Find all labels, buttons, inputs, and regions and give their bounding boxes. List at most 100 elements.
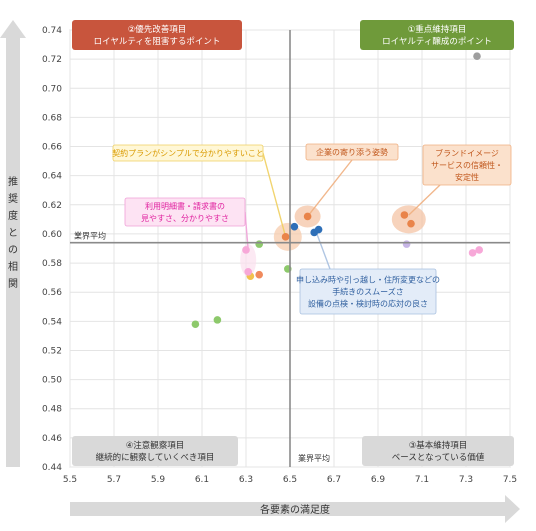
quadrant-subtitle: ロイヤルティ醸成のポイント — [382, 36, 492, 47]
quadrant-subtitle: 継続的に観察していくべき項目 — [96, 452, 215, 463]
quadrant-box — [362, 436, 514, 466]
annotation: 企業の寄り添う姿勢 — [305, 143, 399, 161]
data-point — [303, 212, 312, 221]
quadrant-box — [72, 436, 238, 466]
annotation-text: 設備の点検・検討時の応対の良さ — [308, 299, 428, 309]
y-axis-title-char: 関 — [8, 278, 18, 290]
y-tick-label: 0.74 — [42, 26, 62, 36]
data-point — [191, 320, 200, 329]
y-tick-label: 0.56 — [42, 288, 62, 298]
annotation-text: 見やすさ、分かりやすさ — [141, 214, 229, 223]
x-tick-label: 6.7 — [327, 475, 341, 485]
quadrant-subtitle: ベースとなっている価値 — [392, 452, 485, 463]
annotation-text: 企業の寄り添う姿勢 — [316, 147, 388, 157]
quadrant-subtitle: ロイヤルティを阻害するポイント — [94, 36, 221, 47]
data-point — [255, 270, 263, 279]
annotation-box — [112, 144, 264, 162]
y-axis-title-char: 度 — [8, 209, 18, 222]
y-tick-label: 0.46 — [42, 434, 62, 444]
x-tick-label: 5.5 — [63, 475, 77, 485]
quadrant-box — [360, 20, 514, 50]
annotation-connector — [315, 232, 331, 270]
x-axis-title: 各要素の満足度 — [260, 503, 330, 516]
x-tick-label: 6.5 — [283, 475, 297, 485]
annotations: 契約プランがシンプルで分かりやすいこと 企業の寄り添う姿勢 ブランドイメージサービス… — [112, 143, 512, 315]
y-tick-label: 0.48 — [42, 405, 62, 415]
data-point — [290, 222, 299, 231]
x-tick-label: 5.9 — [151, 475, 166, 485]
x-tick-label: 7.3 — [459, 475, 473, 485]
annotation-connector — [262, 152, 287, 238]
x-tick-label: 6.1 — [195, 475, 209, 485]
annotation-connector — [408, 184, 441, 216]
data-point — [242, 246, 250, 254]
y-axis-arrow — [0, 20, 26, 467]
data-point — [400, 211, 409, 219]
annotation-text: 申し込み時や引っ越し・住所変更などの — [296, 275, 440, 285]
annotation-connectors — [244, 152, 441, 270]
y-tick-label: 0.52 — [42, 346, 62, 356]
quadrant-title: ④注意観察項目 — [126, 440, 185, 451]
annotation-connector — [244, 211, 249, 251]
annotation-box — [124, 197, 246, 227]
x-tick-label: 7.5 — [503, 475, 517, 485]
annotation-text: 契約プランがシンプルで分かりやすいこと — [112, 148, 264, 158]
y-tick-label: 0.64 — [42, 172, 62, 182]
x-tick-label: 5.7 — [107, 475, 121, 485]
reference-label-x: 業界平均 — [298, 453, 330, 463]
y-tick-label: 0.68 — [42, 113, 62, 123]
data-point — [468, 249, 477, 257]
y-tick-label: 0.58 — [42, 259, 62, 269]
annotation-text: 手続きのスムーズさ — [332, 287, 404, 297]
data-point — [244, 268, 252, 276]
x-tick-label: 6.3 — [239, 475, 253, 485]
x-axis-arrow — [70, 495, 520, 523]
quadrant-box — [72, 20, 242, 50]
y-tick-label: 0.70 — [42, 84, 62, 94]
y-tick-label: 0.60 — [42, 230, 62, 240]
annotation-text: 利用明細書・請求書の — [145, 201, 225, 211]
data-point — [314, 225, 323, 234]
y-axis-title-char: 相 — [8, 260, 18, 273]
data-point — [402, 240, 411, 248]
y-tick-label: 0.44 — [42, 463, 62, 473]
annotation-text: 安定性 — [455, 172, 479, 182]
annotation: 契約プランがシンプルで分かりやすいこと — [112, 144, 264, 162]
annotation-connector — [307, 159, 353, 217]
y-tick-label: 0.72 — [42, 55, 62, 65]
data-point — [255, 240, 263, 248]
annotation-box — [305, 143, 399, 161]
data-point — [281, 233, 290, 241]
annotation: 申し込み時や引っ越し・住所変更などの手続きのスムーズさ設備の点検・検討時の応対の… — [296, 268, 440, 315]
y-tick-label: 0.50 — [42, 376, 62, 386]
x-tick-label: 7.1 — [415, 475, 429, 485]
y-axis-title-char: 推 — [8, 175, 18, 188]
quadrant-title: ①重点維持項目 — [408, 24, 467, 35]
annotation-text: サービスの信頼性・ — [431, 160, 503, 170]
y-axis-title-char: の — [8, 245, 18, 256]
y-tick-label: 0.66 — [42, 143, 62, 153]
axes: 5.5 5.7 5.9 6.1 6.3 6.5 6.7 6.9 7.1 7.3 7.5 0.44 0.4… — [42, 26, 517, 485]
annotation-text: ブランドイメージ — [435, 148, 499, 158]
quadrant-title: ②優先改善項目 — [128, 24, 187, 35]
highlight-ellipse — [391, 205, 426, 234]
annotation-box — [299, 268, 437, 315]
x-tick-label: 6.9 — [371, 475, 386, 485]
data-point — [475, 246, 484, 254]
data-point — [473, 52, 481, 61]
reference-label-y: 業界平均 — [74, 231, 106, 241]
y-tick-label: 0.62 — [42, 201, 62, 211]
y-axis-title-char: と — [8, 227, 18, 239]
y-tick-label: 0.54 — [42, 317, 62, 327]
data-point — [407, 219, 415, 228]
